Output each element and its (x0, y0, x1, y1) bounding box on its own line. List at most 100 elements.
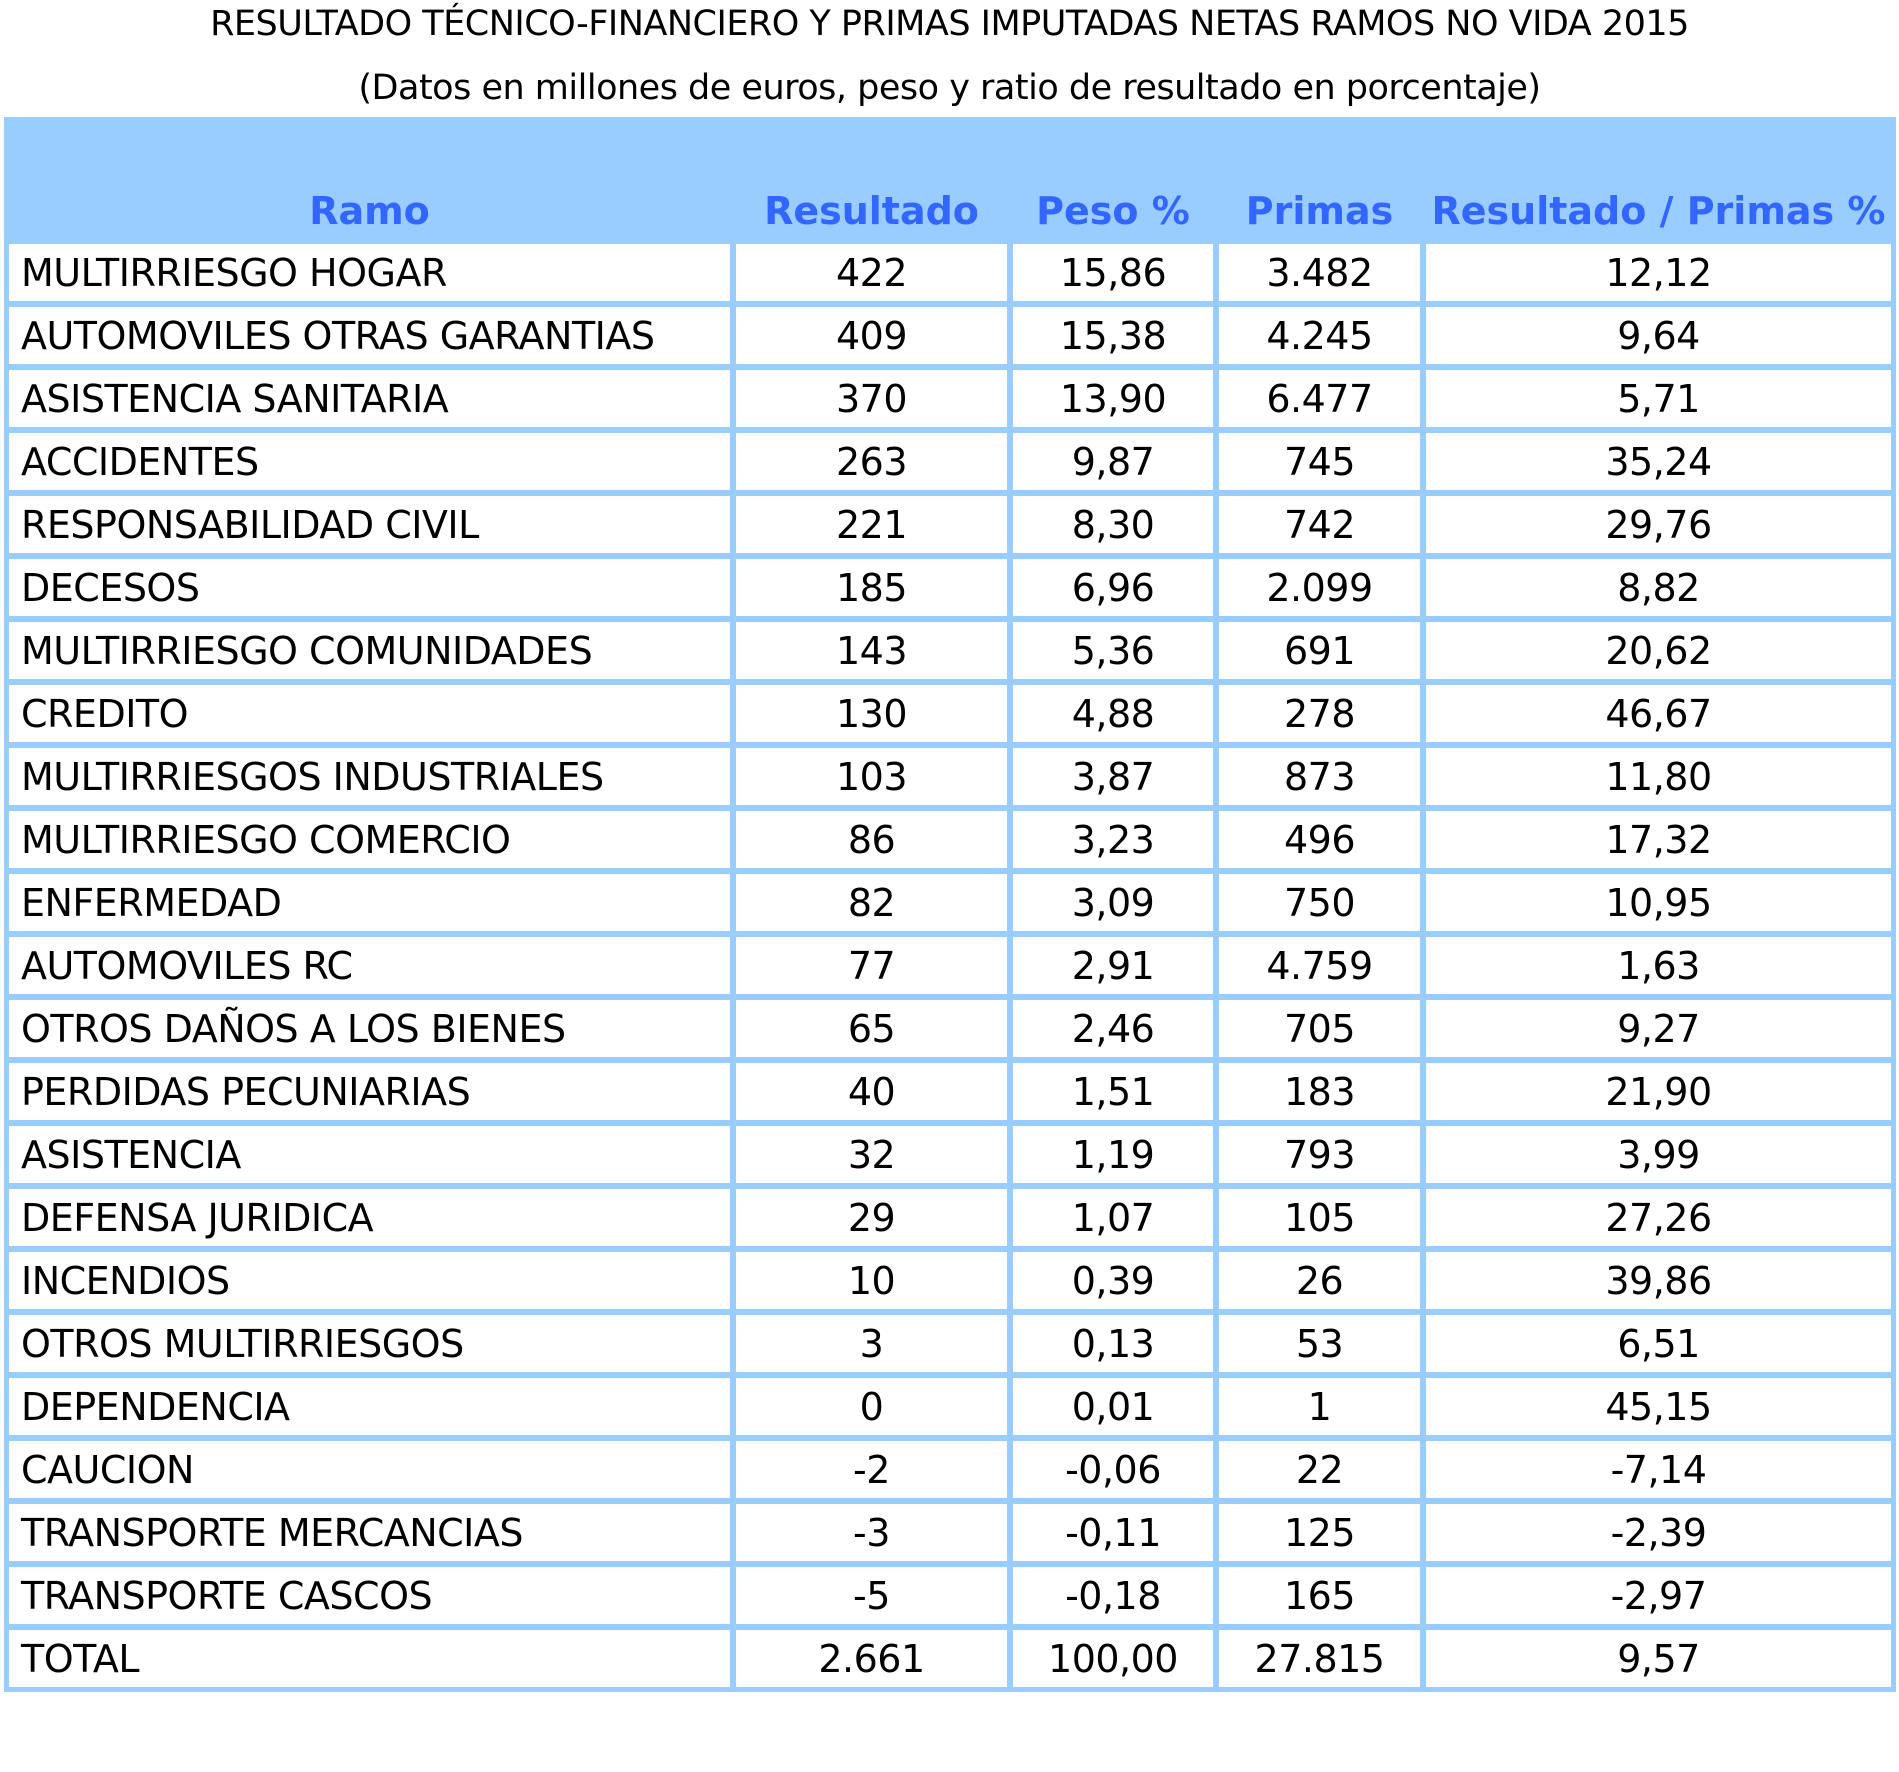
cell-ramo: RESPONSABILIDAD CIVIL (8, 495, 731, 554)
cell-resultado: 32 (735, 1125, 1008, 1184)
cell-peso: 0,13 (1012, 1314, 1214, 1373)
cell-primas: 22 (1218, 1440, 1421, 1499)
cell-resultado: 143 (735, 621, 1008, 680)
total-row: TOTAL 2.661 100,00 27.815 9,57 (8, 1629, 1892, 1688)
cell-ratio: 9,57 (1425, 1629, 1892, 1688)
cell-ramo: ASISTENCIA SANITARIA (8, 369, 731, 428)
cell-ramo: AUTOMOVILES RC (8, 936, 731, 995)
cell-resultado: -5 (735, 1566, 1008, 1625)
cell-primas: 793 (1218, 1125, 1421, 1184)
cell-resultado: 3 (735, 1314, 1008, 1373)
cell-primas: 873 (1218, 747, 1421, 806)
cell-resultado: 10 (735, 1251, 1008, 1310)
cell-primas: 125 (1218, 1503, 1421, 1562)
cell-resultado: 2.661 (735, 1629, 1008, 1688)
cell-primas: 742 (1218, 495, 1421, 554)
cell-peso: 5,36 (1012, 621, 1214, 680)
cell-ratio: 11,80 (1425, 747, 1892, 806)
cell-ramo: ASISTENCIA (8, 1125, 731, 1184)
table-row: MULTIRRIESGO COMERCIO 86 3,23 496 17,32 (8, 810, 1892, 869)
cell-ratio: -2,39 (1425, 1503, 1892, 1562)
cell-resultado: 221 (735, 495, 1008, 554)
cell-primas: 26 (1218, 1251, 1421, 1310)
column-header-ratio: Resultado / Primas % (1425, 121, 1892, 239)
table-row: DEFENSA JURIDICA 29 1,07 105 27,26 (8, 1188, 1892, 1247)
cell-ratio: 35,24 (1425, 432, 1892, 491)
cell-primas: 691 (1218, 621, 1421, 680)
cell-ratio: 12,12 (1425, 243, 1892, 302)
cell-peso: 1,07 (1012, 1188, 1214, 1247)
table-row: MULTIRRIESGO COMUNIDADES 143 5,36 691 20,62 (8, 621, 1892, 680)
cell-ratio: 9,64 (1425, 306, 1892, 365)
table-row: ACCIDENTES 263 9,87 745 35,24 (8, 432, 1892, 491)
cell-peso: 3,09 (1012, 873, 1214, 932)
cell-resultado: -2 (735, 1440, 1008, 1499)
table-row: RESPONSABILIDAD CIVIL 221 8,30 742 29,76 (8, 495, 1892, 554)
cell-resultado: 130 (735, 684, 1008, 743)
cell-primas: 165 (1218, 1566, 1421, 1625)
cell-peso: -0,11 (1012, 1503, 1214, 1562)
header-row: Ramo Resultado Peso % Primas Resultado / Pri… (8, 121, 1892, 239)
cell-ratio: 46,67 (1425, 684, 1892, 743)
cell-ramo: CAUCION (8, 1440, 731, 1499)
cell-ratio: 17,32 (1425, 810, 1892, 869)
cell-ratio: 21,90 (1425, 1062, 1892, 1121)
cell-peso: 6,96 (1012, 558, 1214, 617)
table-subtitle: (Datos en millones de euros, peso y rati… (358, 68, 1541, 108)
table-row: CAUCION -2 -0,06 22 -7,14 (8, 1440, 1892, 1499)
cell-ramo: MULTIRRIESGO COMERCIO (8, 810, 731, 869)
cell-peso: 1,51 (1012, 1062, 1214, 1121)
cell-resultado: 370 (735, 369, 1008, 428)
cell-ramo: INCENDIOS (8, 1251, 731, 1310)
cell-ramo: TRANSPORTE MERCANCIAS (8, 1503, 731, 1562)
cell-resultado: 409 (735, 306, 1008, 365)
table-row: DEPENDENCIA 0 0,01 1 45,15 (8, 1377, 1892, 1436)
cell-resultado: -3 (735, 1503, 1008, 1562)
column-header-primas: Primas (1218, 121, 1421, 239)
table-row: AUTOMOVILES RC 77 2,91 4.759 1,63 (8, 936, 1892, 995)
cell-peso: 15,86 (1012, 243, 1214, 302)
cell-peso: 15,38 (1012, 306, 1214, 365)
cell-ratio: -2,97 (1425, 1566, 1892, 1625)
cell-ramo: MULTIRRIESGO HOGAR (8, 243, 731, 302)
cell-ratio: 10,95 (1425, 873, 1892, 932)
cell-peso: 100,00 (1012, 1629, 1214, 1688)
cell-primas: 3.482 (1218, 243, 1421, 302)
cell-ramo: DECESOS (8, 558, 731, 617)
cell-peso: 1,19 (1012, 1125, 1214, 1184)
results-table: Ramo Resultado Peso % Primas Resultado / Pri… (4, 117, 1896, 1692)
cell-resultado: 82 (735, 873, 1008, 932)
table-row: TRANSPORTE MERCANCIAS -3 -0,11 125 -2,39 (8, 1503, 1892, 1562)
cell-peso: 0,39 (1012, 1251, 1214, 1310)
cell-ratio: 3,99 (1425, 1125, 1892, 1184)
cell-peso: 2,91 (1012, 936, 1214, 995)
cell-resultado: 86 (735, 810, 1008, 869)
column-header-peso: Peso % (1012, 121, 1214, 239)
cell-primas: 745 (1218, 432, 1421, 491)
cell-resultado: 65 (735, 999, 1008, 1058)
cell-ratio: -7,14 (1425, 1440, 1892, 1499)
cell-ramo: DEFENSA JURIDICA (8, 1188, 731, 1247)
cell-peso: -0,06 (1012, 1440, 1214, 1499)
cell-resultado: 40 (735, 1062, 1008, 1121)
cell-ramo: ENFERMEDAD (8, 873, 731, 932)
cell-ramo: CREDITO (8, 684, 731, 743)
cell-primas: 183 (1218, 1062, 1421, 1121)
table-row: ASISTENCIA 32 1,19 793 3,99 (8, 1125, 1892, 1184)
cell-peso: 3,23 (1012, 810, 1214, 869)
cell-primas: 496 (1218, 810, 1421, 869)
column-header-resultado: Resultado (735, 121, 1008, 239)
cell-ramo: OTROS DAÑOS A LOS BIENES (8, 999, 731, 1058)
cell-primas: 705 (1218, 999, 1421, 1058)
cell-primas: 4.759 (1218, 936, 1421, 995)
cell-primas: 105 (1218, 1188, 1421, 1247)
cell-ramo: MULTIRRIESGOS INDUSTRIALES (8, 747, 731, 806)
table-row: OTROS DAÑOS A LOS BIENES 65 2,46 705 9,27 (8, 999, 1892, 1058)
cell-primas: 2.099 (1218, 558, 1421, 617)
cell-ratio: 1,63 (1425, 936, 1892, 995)
cell-ratio: 29,76 (1425, 495, 1892, 554)
cell-ramo: DEPENDENCIA (8, 1377, 731, 1436)
table-row: ASISTENCIA SANITARIA 370 13,90 6.477 5,71 (8, 369, 1892, 428)
column-header-ramo: Ramo (8, 121, 731, 239)
cell-ratio: 5,71 (1425, 369, 1892, 428)
